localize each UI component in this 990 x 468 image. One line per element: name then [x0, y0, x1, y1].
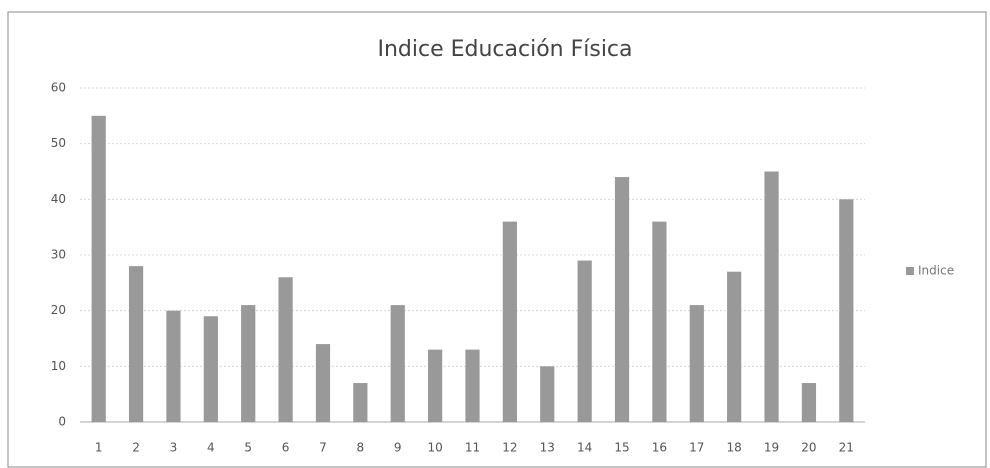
bar: [652, 221, 667, 422]
bar: [128, 266, 144, 422]
x-tick-label: 8: [357, 441, 365, 455]
legend-label: Indice: [918, 264, 954, 278]
x-tick-label: 1: [95, 441, 103, 455]
bar: [839, 199, 854, 422]
y-tick-label: 30: [51, 248, 66, 262]
legend-swatch: [906, 267, 914, 275]
x-tick-label: 3: [170, 441, 178, 455]
x-tick-label: 6: [282, 441, 290, 455]
y-tick-label: 20: [51, 303, 66, 317]
bar: [577, 260, 592, 422]
x-tick-label: 9: [394, 441, 402, 455]
bar: [764, 171, 779, 422]
bar: [540, 366, 555, 422]
x-tick-label: 16: [652, 441, 667, 455]
x-tick-label: 11: [465, 441, 480, 455]
bar: [315, 344, 331, 422]
chart-title: Indice Educación Física: [377, 37, 632, 62]
bar: [428, 349, 443, 422]
y-tick-label: 50: [51, 136, 66, 150]
y-tick-label: 60: [51, 81, 66, 95]
bar: [465, 349, 480, 422]
x-tick-label: 15: [614, 441, 629, 455]
x-tick-label: 20: [801, 441, 816, 455]
x-tick-label: 12: [502, 441, 517, 455]
x-tick-label: 14: [577, 441, 592, 455]
x-tick-label: 21: [839, 441, 854, 455]
bar: [203, 316, 218, 422]
x-tick-label: 2: [132, 441, 140, 455]
y-tick-label: 40: [51, 192, 66, 206]
bar: [801, 383, 817, 422]
bar: [91, 115, 106, 422]
x-tick-label: 17: [689, 441, 704, 455]
bar: [241, 305, 256, 422]
bar: [278, 277, 293, 422]
bar: [166, 310, 181, 422]
x-tick-label: 7: [319, 441, 327, 455]
bar: [502, 221, 517, 422]
x-tick-label: 13: [540, 441, 555, 455]
bar: [614, 177, 630, 422]
x-tick-label: 19: [764, 441, 779, 455]
bar: [390, 305, 405, 422]
bar: [353, 383, 368, 422]
x-tick-label: 10: [427, 441, 442, 455]
bar: [689, 305, 704, 422]
x-tick-label: 4: [207, 441, 215, 455]
x-tick-label: 18: [727, 441, 742, 455]
y-tick-label: 0: [58, 415, 66, 429]
y-tick-label: 10: [51, 359, 66, 373]
x-tick-label: 5: [244, 441, 252, 455]
bar: [727, 271, 742, 422]
